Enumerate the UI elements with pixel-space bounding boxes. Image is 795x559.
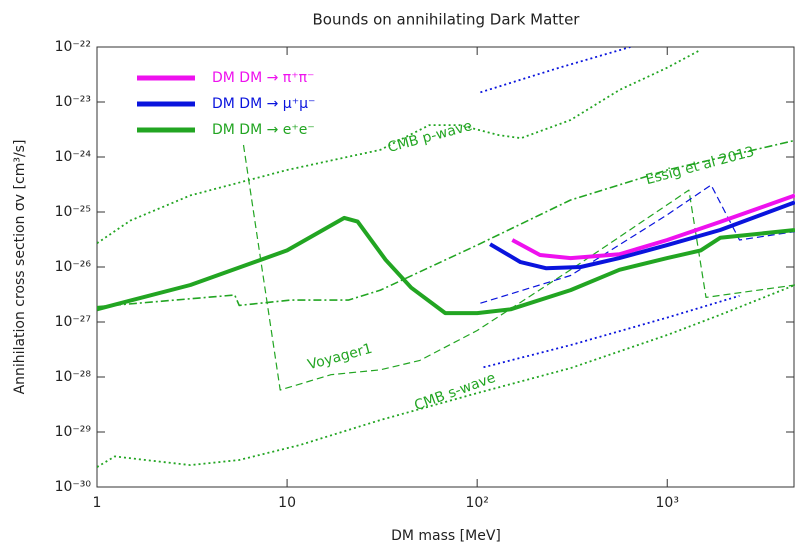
y-tick-label: 10⁻²³ bbox=[55, 94, 91, 110]
series-line bbox=[97, 49, 702, 245]
series-line bbox=[97, 215, 795, 316]
x-tick-label: 10² bbox=[465, 495, 488, 511]
plot-frame bbox=[96, 46, 795, 488]
line-label: CMB s-wave bbox=[412, 370, 498, 414]
series-line bbox=[97, 139, 795, 308]
legend-label: DM DM → μ⁺μ⁻ bbox=[212, 96, 315, 112]
legend-label: DM DM → π⁺π⁻ bbox=[212, 70, 314, 86]
series-line bbox=[242, 144, 795, 391]
series-line bbox=[480, 184, 795, 304]
x-tick-label: 10³ bbox=[656, 495, 679, 511]
legend-label: DM DM → e⁺e⁻ bbox=[212, 122, 315, 138]
y-tick-label: 10⁻³⁰ bbox=[55, 479, 92, 495]
line-label: CMB p-wave bbox=[386, 118, 474, 156]
line-label: Voyager1 bbox=[306, 341, 374, 374]
x-tick-label: 10 bbox=[278, 495, 296, 511]
y-tick-label: 10⁻²⁶ bbox=[55, 259, 92, 275]
y-tick-label: 10⁻²⁴ bbox=[55, 149, 92, 165]
plot-area bbox=[97, 47, 795, 468]
y-tick-label: 10⁻²⁹ bbox=[55, 424, 92, 440]
x-tick-label: 1 bbox=[93, 495, 102, 511]
y-axis-label: Annihilation cross section σv [cm³/s] bbox=[12, 140, 28, 395]
series-line bbox=[97, 284, 795, 468]
series-line bbox=[480, 47, 631, 94]
chart-title: Bounds on annihilating Dark Matter bbox=[313, 11, 581, 29]
y-tick-label: 10⁻²⁸ bbox=[55, 369, 92, 385]
line-label: Essig et al 2013 bbox=[644, 144, 756, 188]
series-line bbox=[511, 193, 795, 261]
series-line bbox=[483, 294, 740, 369]
y-tick-label: 10⁻²⁵ bbox=[55, 204, 91, 220]
y-tick-label: 10⁻²⁷ bbox=[55, 314, 91, 330]
y-tick-label: 10⁻²² bbox=[55, 39, 91, 55]
series-line bbox=[489, 200, 795, 271]
x-axis-label: DM mass [MeV] bbox=[391, 528, 501, 544]
